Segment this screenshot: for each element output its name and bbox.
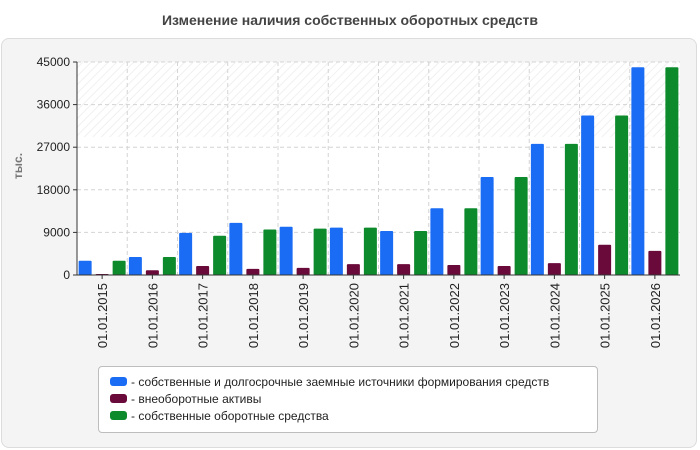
x-tick-label: 01.01.2015 (95, 283, 110, 348)
bar-series-2-0 (112, 260, 126, 275)
x-tick-label: 01.01.2019 (296, 283, 311, 348)
bar-series-1-8 (497, 266, 511, 275)
bar-series-2-6 (414, 230, 428, 275)
bar-series-2-10 (615, 115, 629, 275)
legend-swatch-sources (110, 377, 127, 386)
x-tick-label: 01.01.2018 (246, 283, 261, 348)
x-tick-label: 01.01.2022 (447, 283, 462, 348)
bar-series-0-8 (480, 177, 494, 275)
legend: - собственные и долгосрочные заемные ист… (98, 366, 598, 433)
bar-series-2-8 (514, 177, 528, 275)
legend-label-noncurrent: - внеоборотные активы (131, 391, 262, 406)
x-tick-label: 01.01.2021 (397, 283, 412, 348)
bar-series-0-4 (279, 226, 293, 275)
x-tick-label: 01.01.2024 (547, 283, 562, 348)
bar-series-0-2 (179, 232, 193, 275)
bar-series-1-4 (296, 267, 310, 275)
bar-series-1-9 (547, 263, 561, 275)
x-tick-label: 01.01.2026 (648, 283, 663, 348)
bar-series-0-0 (78, 260, 92, 275)
bar-series-0-5 (329, 227, 343, 275)
bar-series-2-7 (464, 208, 478, 275)
bar-series-2-4 (313, 228, 327, 275)
bar-series-0-11 (631, 67, 645, 275)
bar-series-1-5 (346, 264, 360, 275)
bar-series-1-11 (648, 250, 662, 275)
legend-label-sources: - собственные и долгосрочные заемные ист… (131, 374, 550, 389)
y-tick-label: 27000 (37, 140, 71, 154)
y-tick-label: 0 (63, 268, 70, 282)
legend-item-noncurrent: - внеоборотные активы (110, 390, 597, 407)
bar-series-1-7 (447, 265, 461, 275)
bar-series-1-1 (145, 270, 159, 275)
y-axis-label: тыс. (11, 153, 25, 179)
bar-series-0-7 (430, 208, 444, 275)
x-tick-label: 01.01.2023 (497, 283, 512, 348)
bar-series-2-2 (213, 235, 227, 275)
y-tick-label: 9000 (43, 225, 70, 239)
bar-series-2-11 (665, 67, 679, 275)
x-tick-label: 01.01.2020 (346, 283, 361, 348)
bar-series-0-1 (128, 257, 142, 275)
chart-title: Изменение наличия собственных оборотных … (161, 12, 539, 28)
bar-series-2-1 (162, 257, 176, 275)
legend-item-sources: - собственные и долгосрочные заемные ист… (110, 373, 597, 390)
bar-series-1-3 (246, 268, 260, 275)
bar-series-1-10 (598, 244, 612, 275)
y-tick-label: 18000 (37, 183, 71, 197)
x-tick-label: 01.01.2017 (196, 283, 211, 348)
bar-series-1-6 (397, 264, 411, 275)
legend-swatch-working-capital (110, 411, 127, 420)
legend-item-working-capital: - собственные оборотные средства (110, 407, 597, 424)
bar-series-0-6 (380, 230, 394, 275)
bar-series-2-3 (263, 229, 277, 275)
legend-swatch-noncurrent (110, 394, 127, 403)
x-tick-label: 01.01.2025 (598, 283, 613, 348)
bar-series-0-10 (581, 115, 595, 275)
y-tick-label: 36000 (37, 98, 71, 112)
bar-series-2-9 (564, 143, 578, 275)
legend-label-working-capital: - собственные оборотные средства (131, 408, 329, 423)
x-tick-label: 01.01.2016 (145, 283, 160, 348)
y-tick-label: 45000 (37, 55, 71, 69)
bar-series-0-9 (530, 143, 544, 275)
bar-series-2-5 (363, 227, 377, 275)
bar-series-1-2 (196, 266, 210, 275)
bar-series-0-3 (229, 222, 243, 275)
